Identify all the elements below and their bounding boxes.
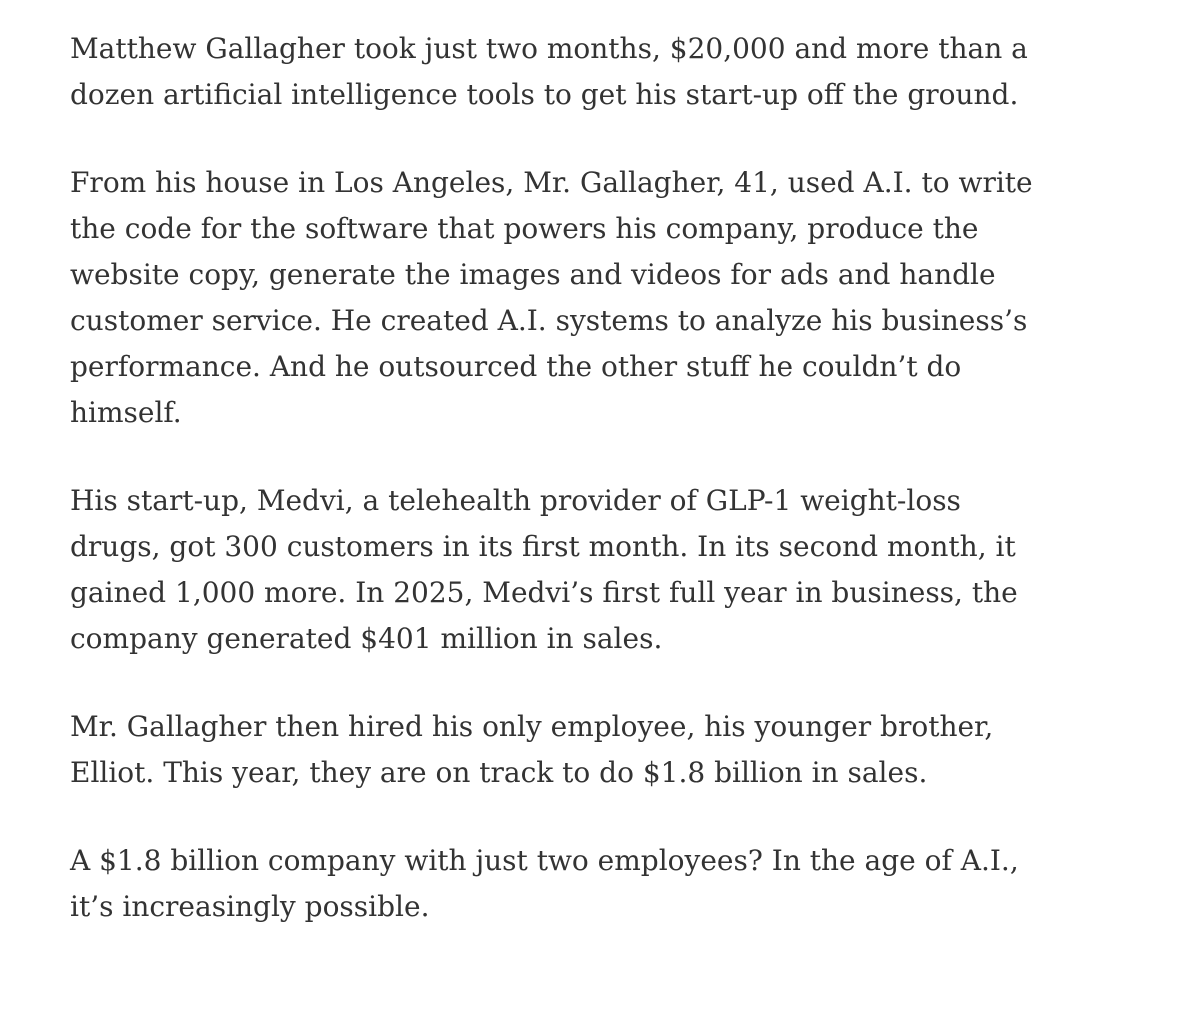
text-line: company generated $401 million in sales. xyxy=(70,622,663,655)
text-line: himself. xyxy=(70,396,182,429)
paragraph: A $1.8 billion company with just two emp… xyxy=(70,838,1180,930)
text-line: Matthew Gallagher took just two months, … xyxy=(70,32,1028,65)
article-body: Matthew Gallagher took just two months, … xyxy=(70,26,1180,972)
paragraph: From his house in Los Angeles, Mr. Galla… xyxy=(70,160,1180,436)
text-line: His start-up, Medvi, a telehealth provid… xyxy=(70,484,961,517)
text-line: gained 1,000 more. In 2025, Medvi’s firs… xyxy=(70,576,1018,609)
text-line: From his house in Los Angeles, Mr. Galla… xyxy=(70,166,1033,199)
text-line: drugs, got 300 customers in its first mo… xyxy=(70,530,1016,563)
paragraph: His start-up, Medvi, a telehealth provid… xyxy=(70,478,1180,662)
text-line: A $1.8 billion company with just two emp… xyxy=(70,844,1019,877)
text-line: customer service. He created A.I. system… xyxy=(70,304,1028,337)
text-line: dozen artificial intelligence tools to g… xyxy=(70,78,1019,111)
text-line: it’s increasingly possible. xyxy=(70,890,430,923)
text-line: performance. And he outsourced the other… xyxy=(70,350,962,383)
text-line: website copy, generate the images and vi… xyxy=(70,258,996,291)
paragraph: Matthew Gallagher took just two months, … xyxy=(70,26,1180,118)
text-line: Elliot. This year, they are on track to … xyxy=(70,756,928,789)
text-line: Mr. Gallagher then hired his only employ… xyxy=(70,710,994,743)
text-line: the code for the software that powers hi… xyxy=(70,212,979,245)
paragraph: Mr. Gallagher then hired his only employ… xyxy=(70,704,1180,796)
